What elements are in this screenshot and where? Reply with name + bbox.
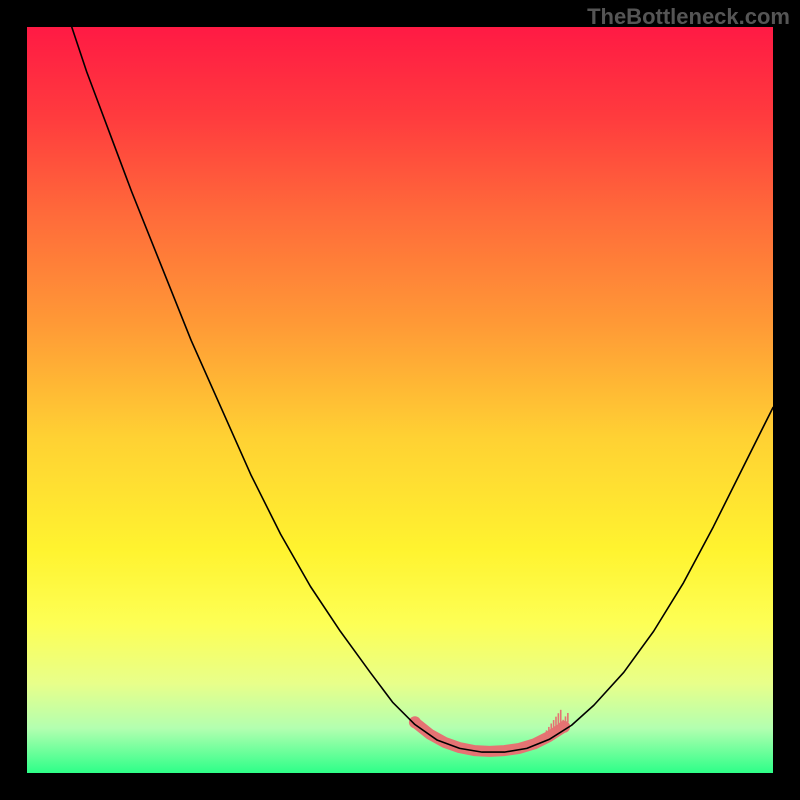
- chart-svg: [0, 0, 800, 800]
- chart-container: TheBottleneck.com: [0, 0, 800, 800]
- chart-gradient-background: [27, 27, 773, 773]
- trough-end-marker-0: [409, 716, 421, 728]
